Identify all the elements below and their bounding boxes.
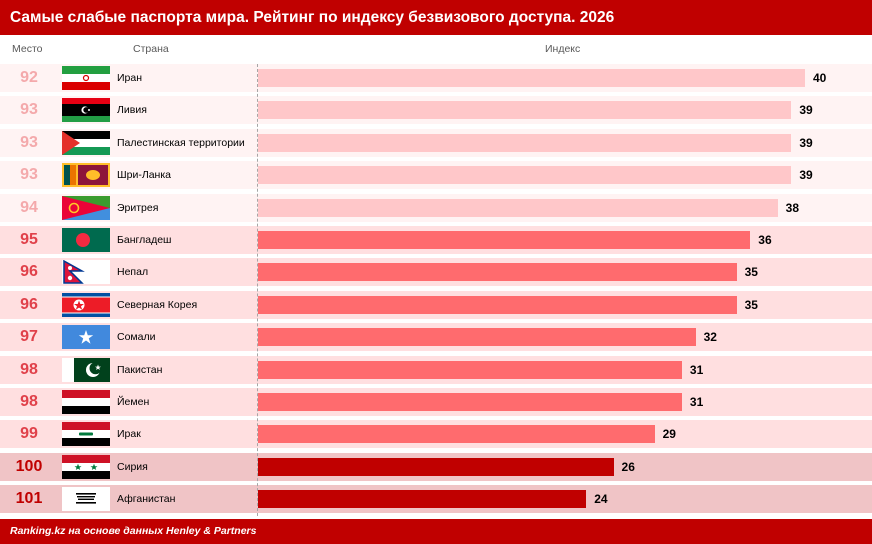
- source-footer: Ranking.kz на основе данных Henley & Par…: [0, 519, 872, 544]
- bar: [258, 295, 737, 314]
- palestine-flag-icon: [62, 130, 110, 155]
- table-row: 95 Бангладеш 36: [0, 226, 872, 254]
- country-label: Ирак: [117, 428, 141, 441]
- chart-title: Самые слабые паспорта мира. Рейтинг по и…: [0, 0, 872, 35]
- value-label: 29: [662, 427, 676, 442]
- value-label: 26: [621, 459, 635, 474]
- country-label: Иран: [117, 72, 143, 84]
- bangladesh-flag-icon: [62, 228, 110, 252]
- rank-label: 101: [15, 490, 43, 508]
- country-label: Эритрея: [117, 201, 159, 214]
- bar: [258, 101, 792, 120]
- bar: [258, 425, 655, 444]
- rank-label: 95: [20, 231, 38, 248]
- rank-label: 99: [20, 425, 38, 443]
- value-label: 39: [799, 135, 813, 150]
- table-row: 94 Эритрея 38: [0, 193, 872, 222]
- rank-column-header: Место: [12, 43, 43, 55]
- country-label: Шри-Ланка: [117, 169, 172, 182]
- bar: [258, 328, 696, 347]
- rank-label: 96: [20, 263, 38, 281]
- bar: [258, 231, 751, 249]
- libya-flag-icon: [62, 98, 110, 123]
- table-row: 93 Шри-Ланка 39: [0, 161, 872, 190]
- value-label: 24: [594, 492, 608, 507]
- axis-baseline: [257, 64, 258, 516]
- eritrea-flag-icon: [62, 195, 110, 220]
- value-label: 35: [744, 297, 758, 312]
- country-label: Афганистан: [117, 493, 176, 506]
- rank-label: 98: [20, 360, 38, 378]
- country-column-header: Страна: [133, 43, 169, 55]
- country-label: Палестинская территории: [117, 136, 245, 149]
- rank-label: 96: [20, 295, 38, 313]
- nepal-flag-icon: [62, 260, 110, 285]
- table-row: 101 Афганистан 24: [0, 485, 872, 514]
- value-label: 38: [785, 200, 799, 215]
- somalia-flag-icon: [62, 325, 110, 350]
- rank-label: 93: [20, 166, 38, 184]
- north-korea-flag-icon: [62, 292, 110, 317]
- syria-flag-icon: [62, 454, 110, 479]
- bar: [258, 490, 587, 509]
- country-label: Северная Корея: [117, 298, 198, 311]
- rank-label: 98: [20, 393, 38, 410]
- iraq-flag-icon: [62, 422, 110, 447]
- table-row: 100 Сирия 26: [0, 452, 872, 481]
- bar: [258, 133, 792, 152]
- country-label: Йемен: [117, 396, 150, 408]
- table-row: 96 Северная Корея 35: [0, 290, 872, 319]
- country-label: Сирия: [117, 460, 148, 473]
- index-column-header: Индекс: [545, 43, 581, 55]
- sri-lanka-flag-icon: [62, 163, 110, 188]
- country-label: Пакистан: [117, 363, 163, 376]
- value-label: 35: [744, 265, 758, 280]
- table-row: 97 Сомали 32: [0, 323, 872, 352]
- value-label: 39: [799, 168, 813, 183]
- table-row: 92 Иран 40: [0, 64, 872, 92]
- value-label: 32: [703, 330, 717, 345]
- rank-label: 92: [20, 69, 38, 86]
- bar: [258, 360, 682, 379]
- value-label: 40: [813, 71, 827, 85]
- bar: [258, 69, 805, 87]
- rank-label: 100: [15, 457, 43, 475]
- rank-label: 94: [20, 198, 38, 216]
- bar: [258, 198, 778, 217]
- country-label: Бангладеш: [117, 234, 172, 246]
- rank-label: 93: [20, 133, 38, 151]
- bar: [258, 263, 737, 282]
- value-label: 31: [689, 362, 704, 377]
- iran-flag-icon: [62, 66, 110, 90]
- value-label: 39: [799, 103, 813, 118]
- country-label: Сомали: [117, 331, 156, 344]
- value-label: 31: [689, 395, 704, 409]
- table-row: 96 Непал 35: [0, 258, 872, 287]
- country-label: Непал: [117, 266, 149, 279]
- rank-label: 97: [20, 328, 38, 346]
- table-row: 98 Пакистан 31: [0, 355, 872, 384]
- bar: [258, 457, 614, 476]
- pakistan-flag-icon: [62, 357, 110, 382]
- table-row: 98 Йемен 31: [0, 388, 872, 416]
- table-row: 93 Палестинская территории 39: [0, 128, 872, 157]
- bar: [258, 393, 682, 411]
- value-label: 36: [758, 233, 772, 247]
- bar: [258, 166, 792, 185]
- rank-label: 93: [20, 101, 38, 119]
- table-row: 93 Ливия 39: [0, 96, 872, 125]
- table-row: 99 Ирак 29: [0, 420, 872, 449]
- afghanistan-flag-icon: [62, 487, 110, 512]
- country-label: Ливия: [117, 104, 147, 117]
- yemen-flag-icon: [62, 390, 110, 414]
